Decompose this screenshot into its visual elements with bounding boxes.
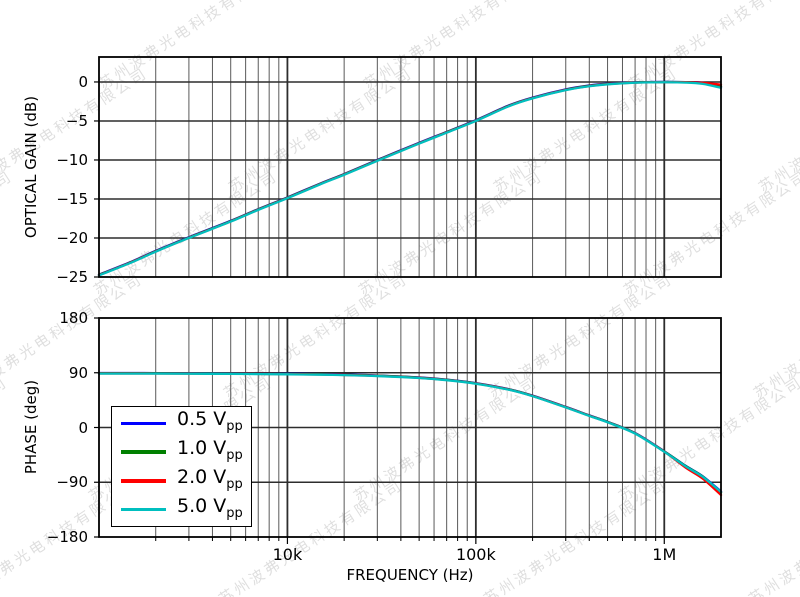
y-tick-label: −90 xyxy=(56,473,88,492)
legend-label-subscript: pp xyxy=(226,505,243,521)
y-tick-label: 90 xyxy=(68,363,88,382)
y-tick-label: −10 xyxy=(56,150,88,169)
curve-5.0-vpp xyxy=(97,81,723,277)
legend-label-text: 2.0 V xyxy=(177,465,227,488)
y-tick-label: −20 xyxy=(56,228,88,247)
legend-item: 0.5 Vpp xyxy=(112,409,251,437)
axes-spines xyxy=(98,56,722,278)
legend-label: 2.0 Vpp xyxy=(177,467,243,495)
legend-item: 5.0 Vpp xyxy=(112,496,251,524)
legend-label-subscript: pp xyxy=(226,448,243,464)
y-tick-label: 0 xyxy=(78,418,88,437)
legend-label: 0.5 Vpp xyxy=(177,409,243,437)
frequency-axis-label: FREQUENCY (Hz) xyxy=(346,566,474,584)
y-tick-label: −5 xyxy=(65,111,88,130)
curve-0.5-vpp xyxy=(97,80,723,276)
y-tick-label: −15 xyxy=(56,189,88,208)
legend-line-swatch xyxy=(121,421,166,426)
x-tick-label: 10k xyxy=(272,545,303,564)
legend-label-subscript: pp xyxy=(226,419,243,435)
legend-item: 2.0 Vpp xyxy=(112,467,251,495)
y-tick-label: −25 xyxy=(56,268,88,286)
legend-item: 1.0 Vpp xyxy=(112,438,251,466)
legend-label-text: 5.0 V xyxy=(177,494,227,517)
legend-line-swatch xyxy=(121,479,166,483)
legend-label: 1.0 Vpp xyxy=(177,438,243,466)
legend-label-text: 0.5 V xyxy=(177,408,227,431)
legend-label-text: 1.0 V xyxy=(177,437,227,460)
curve-2.0-vpp xyxy=(97,80,723,277)
curve-5.0-vpp xyxy=(97,372,723,494)
legend-label: 5.0 Vpp xyxy=(177,496,243,524)
curve-1.0-vpp xyxy=(97,80,723,277)
y-tick-label: 180 xyxy=(59,309,88,327)
y-tick-label: −180 xyxy=(46,528,88,546)
legend-label-subscript: pp xyxy=(226,476,243,492)
x-tick-label: 1M xyxy=(652,545,677,564)
legend-line-swatch xyxy=(121,507,166,512)
legend: 0.5 Vpp 1.0 Vpp 2.0 Vpp 5.0 Vpp xyxy=(111,406,252,527)
y-tick-label: 0 xyxy=(78,72,88,91)
x-tick-label: 100k xyxy=(455,545,496,564)
legend-line-swatch xyxy=(121,450,166,454)
